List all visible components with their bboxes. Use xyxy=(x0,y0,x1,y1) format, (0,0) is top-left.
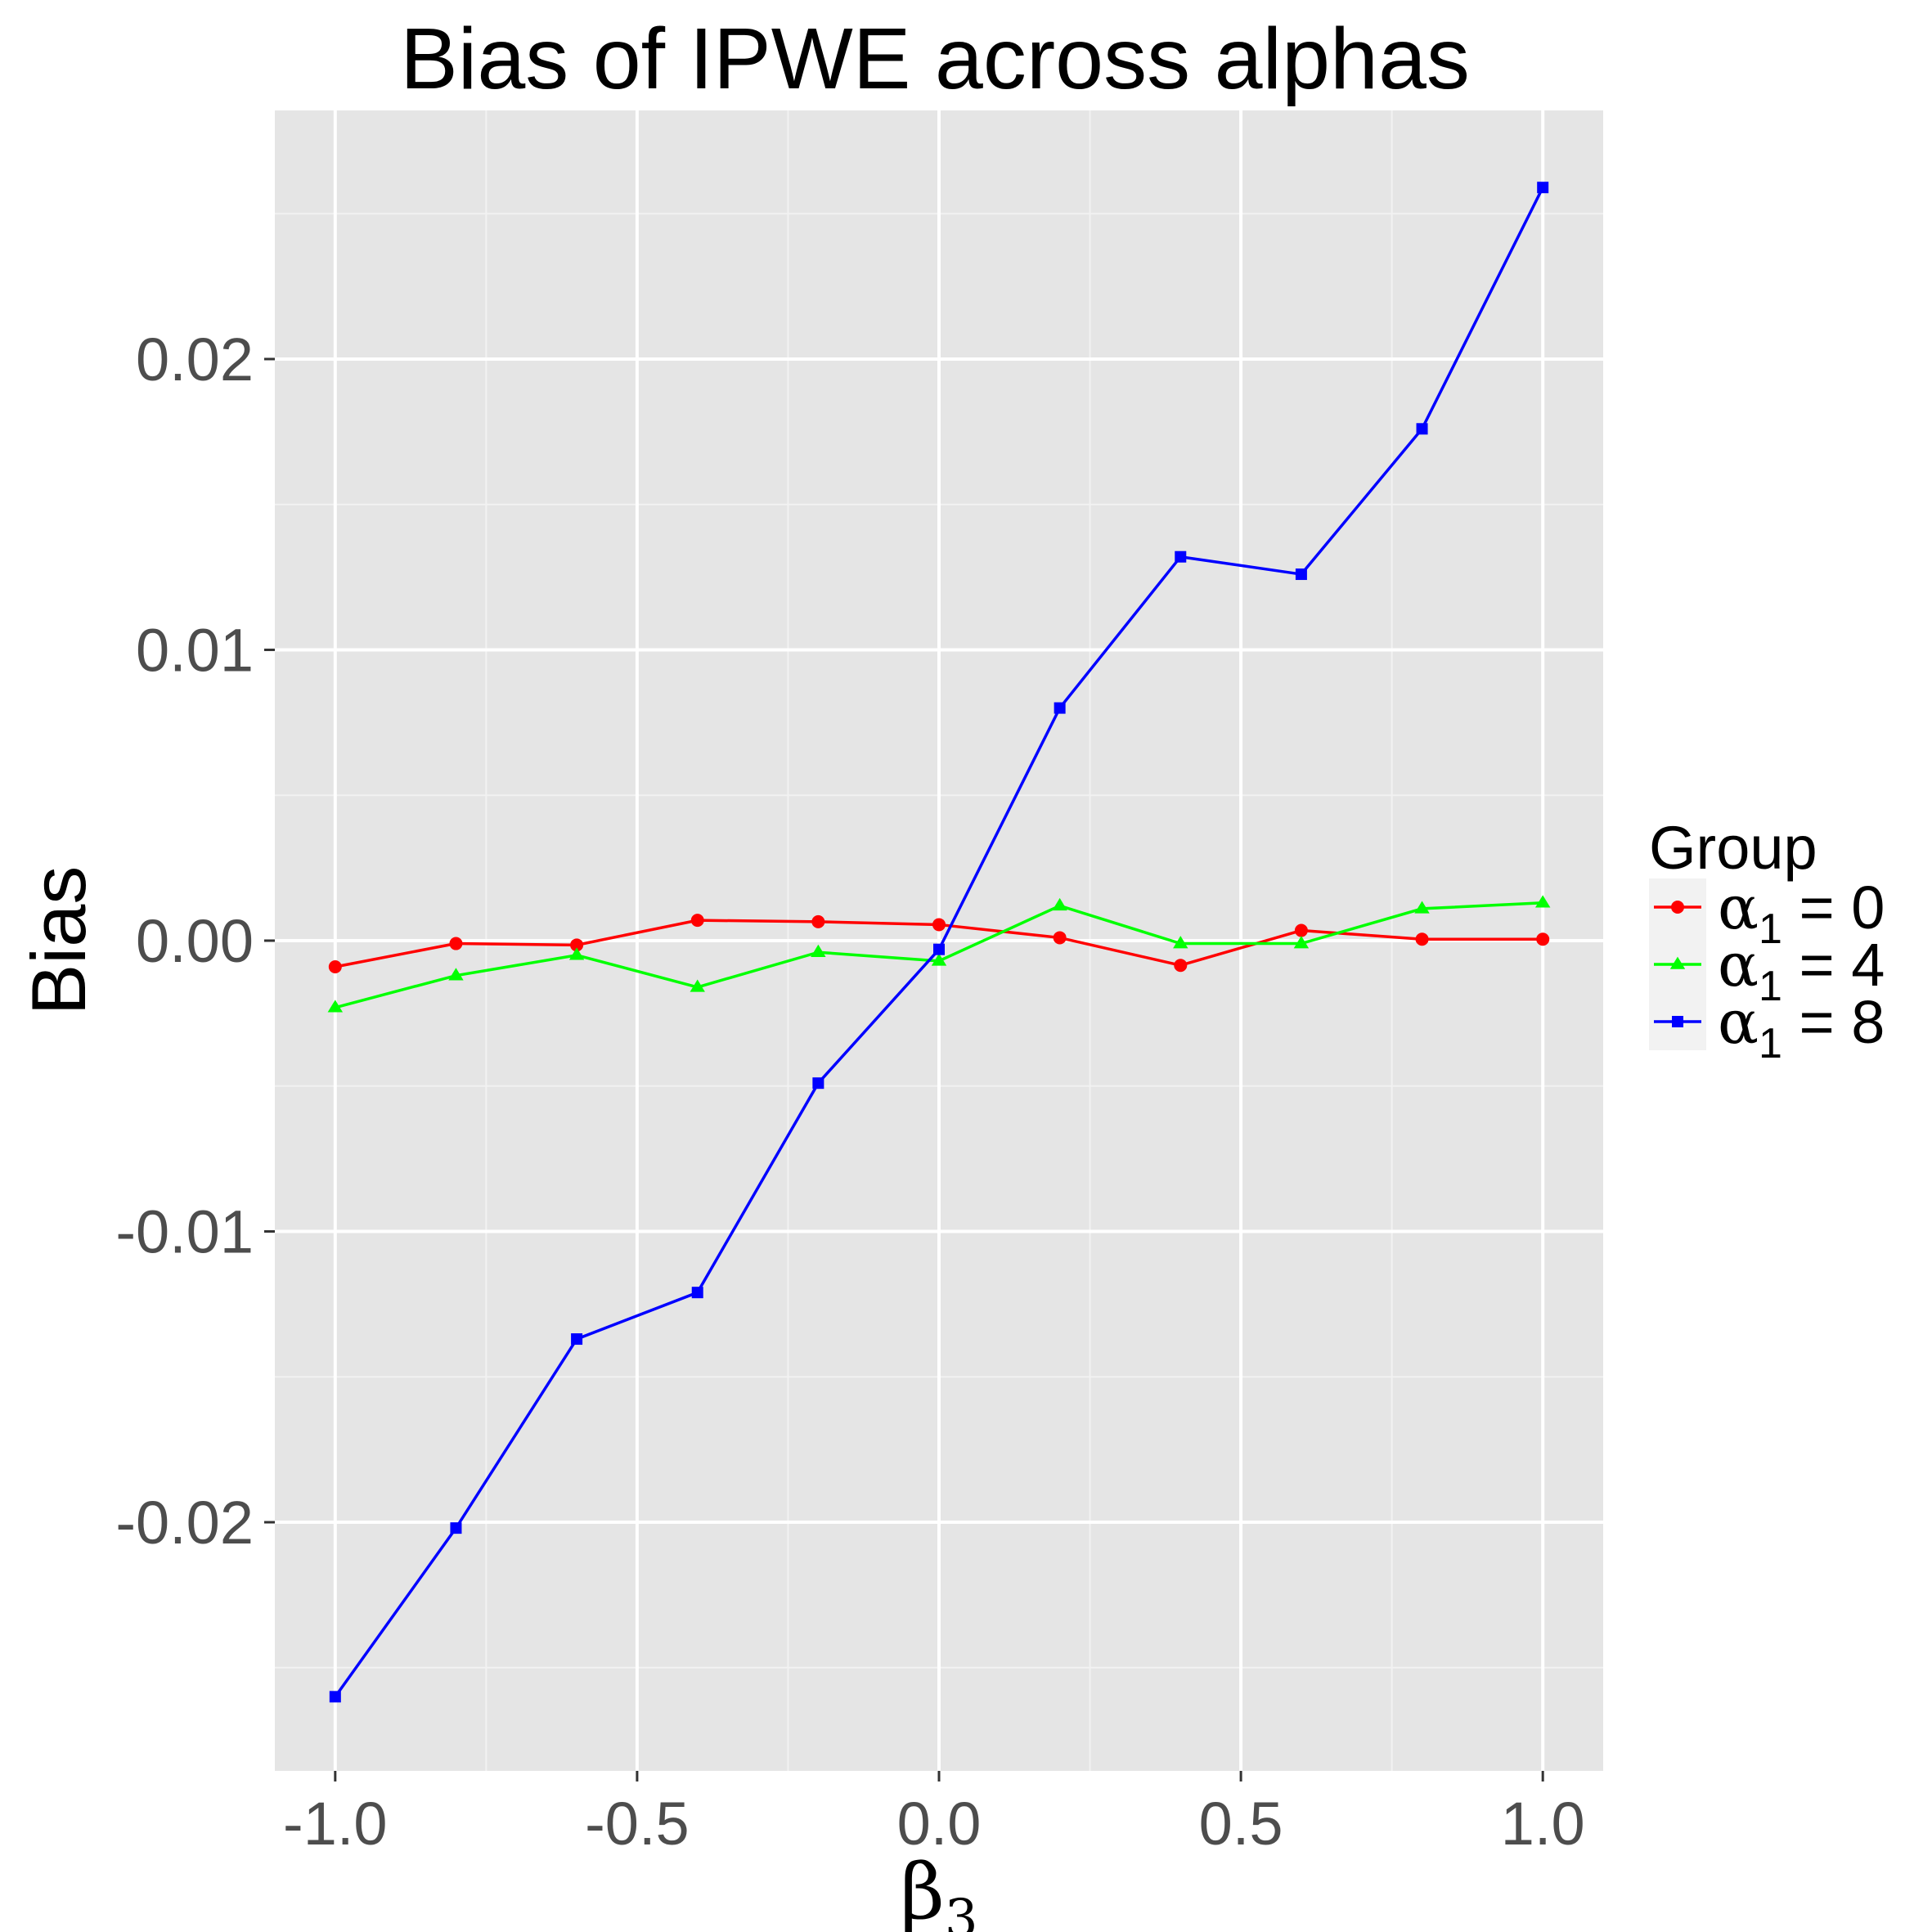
legend-key-marker xyxy=(1669,956,1686,969)
series-layer xyxy=(327,182,1551,1703)
y-axis: -0.02 -0.01 0.00 0.01 0.02 xyxy=(115,326,275,1557)
data-point xyxy=(1175,550,1187,563)
legend-item: α1 = 8 xyxy=(1649,987,1885,1067)
legend-label: α1 = 8 xyxy=(1718,987,1885,1067)
y-tick-label: 0.02 xyxy=(136,326,254,393)
data-point xyxy=(932,918,946,932)
x-axis: -1.0 -0.5 0.0 0.5 1.0 xyxy=(283,1771,1585,1858)
data-point xyxy=(1416,423,1428,435)
x-axis-label-symbol: β xyxy=(900,1848,944,1932)
legend: Group α1 = 0α1 = 4α1 = 8 xyxy=(1649,814,1885,1067)
data-point xyxy=(1053,931,1067,945)
data-point xyxy=(450,1522,462,1534)
data-point xyxy=(933,943,945,955)
legend-label-value: = 0 xyxy=(1782,874,1885,941)
data-point xyxy=(328,959,342,973)
series-2 xyxy=(329,182,1549,1703)
data-point xyxy=(570,938,584,952)
data-point xyxy=(1054,702,1066,714)
legend-key-marker xyxy=(1672,1016,1683,1027)
legend-label-value: = 8 xyxy=(1782,988,1885,1056)
x-tick-label: -1.0 xyxy=(283,1790,388,1858)
legend-label: α1 = 4 xyxy=(1718,930,1885,1010)
data-point xyxy=(1536,932,1550,946)
data-point xyxy=(1174,959,1188,973)
data-point xyxy=(1052,897,1067,911)
legend-item: α1 = 0 xyxy=(1649,873,1885,953)
data-point xyxy=(1293,936,1310,949)
data-point xyxy=(1294,923,1308,937)
data-point xyxy=(1415,932,1429,946)
data-point xyxy=(811,914,825,928)
y-axis-label: Bias xyxy=(16,866,101,1016)
y-tick-label: -0.01 xyxy=(115,1198,254,1266)
x-tick-label: 0.0 xyxy=(897,1790,982,1858)
legend-item: α1 = 4 xyxy=(1649,930,1885,1010)
legend-label: α1 = 0 xyxy=(1718,873,1885,953)
x-axis-label-subscript: 3 xyxy=(945,1889,978,1932)
y-tick-label: -0.02 xyxy=(115,1489,254,1557)
y-tick-label: 0.00 xyxy=(136,907,254,975)
data-point xyxy=(1534,895,1551,908)
y-tick-label: 0.01 xyxy=(136,616,254,684)
legend-label-subscript: 1 xyxy=(1759,963,1782,1010)
data-point xyxy=(571,1333,583,1346)
grid-major xyxy=(275,110,1603,1771)
legend-label-symbol: α xyxy=(1718,873,1759,943)
data-point xyxy=(812,1077,824,1090)
data-point xyxy=(811,944,826,957)
data-point xyxy=(1537,182,1549,194)
data-point xyxy=(1295,568,1307,581)
data-point xyxy=(568,947,585,960)
x-tick-label: 1.0 xyxy=(1501,1790,1585,1858)
x-axis-label: β3 xyxy=(900,1848,977,1932)
legend-label-subscript: 1 xyxy=(1759,1020,1782,1067)
legend-title: Group xyxy=(1649,814,1817,882)
x-tick-label: 0.5 xyxy=(1199,1790,1283,1858)
data-point xyxy=(690,979,705,992)
legend-label-symbol: α xyxy=(1718,930,1759,1000)
legend-label-symbol: α xyxy=(1718,987,1759,1058)
data-point xyxy=(329,1691,341,1703)
data-point xyxy=(327,1000,344,1013)
x-tick-label: -0.5 xyxy=(585,1790,690,1858)
data-point xyxy=(690,914,704,928)
chart-title: Bias of IPWE across alphas xyxy=(400,11,1470,107)
legend-key-marker xyxy=(1671,901,1684,914)
data-point xyxy=(931,953,947,966)
data-point xyxy=(691,1287,703,1299)
data-point xyxy=(1173,936,1188,949)
data-point xyxy=(1414,901,1430,914)
data-point xyxy=(449,937,463,950)
data-point xyxy=(448,968,464,981)
series-1 xyxy=(327,895,1551,1013)
legend-label-value: = 4 xyxy=(1782,931,1885,999)
legend-label-subscript: 1 xyxy=(1759,905,1782,953)
